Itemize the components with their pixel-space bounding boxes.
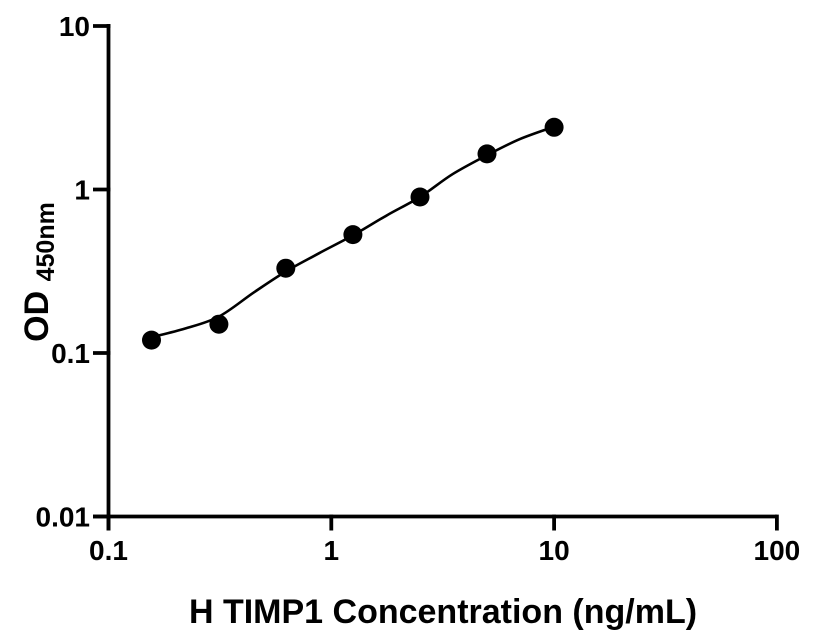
y-tick-label: 10 — [59, 11, 90, 42]
x-tick-label: 10 — [539, 535, 570, 566]
y-tick-label: 0.1 — [51, 338, 90, 369]
data-point — [142, 330, 161, 350]
y-axis-title: OD 450nm — [18, 202, 60, 342]
y-tick-label: 0.01 — [36, 502, 91, 533]
data-point — [343, 225, 363, 245]
y-tick-label: 1 — [74, 175, 90, 206]
axes — [93, 24, 779, 531]
data-point — [276, 258, 296, 278]
data-point — [209, 314, 229, 334]
y-axis-title-main: OD — [18, 291, 56, 342]
x-tick-label: 100 — [754, 535, 801, 566]
data-point — [410, 187, 430, 207]
data-point — [477, 144, 497, 164]
x-tick-label: 0.1 — [89, 535, 128, 566]
data-points — [142, 117, 564, 350]
data-point — [544, 117, 564, 137]
y-axis-title-subscript: 450nm — [32, 202, 60, 281]
x-axis-title: H TIMP1 Concentration (ng/mL) — [189, 593, 697, 631]
x-tick-label: 1 — [324, 535, 340, 566]
